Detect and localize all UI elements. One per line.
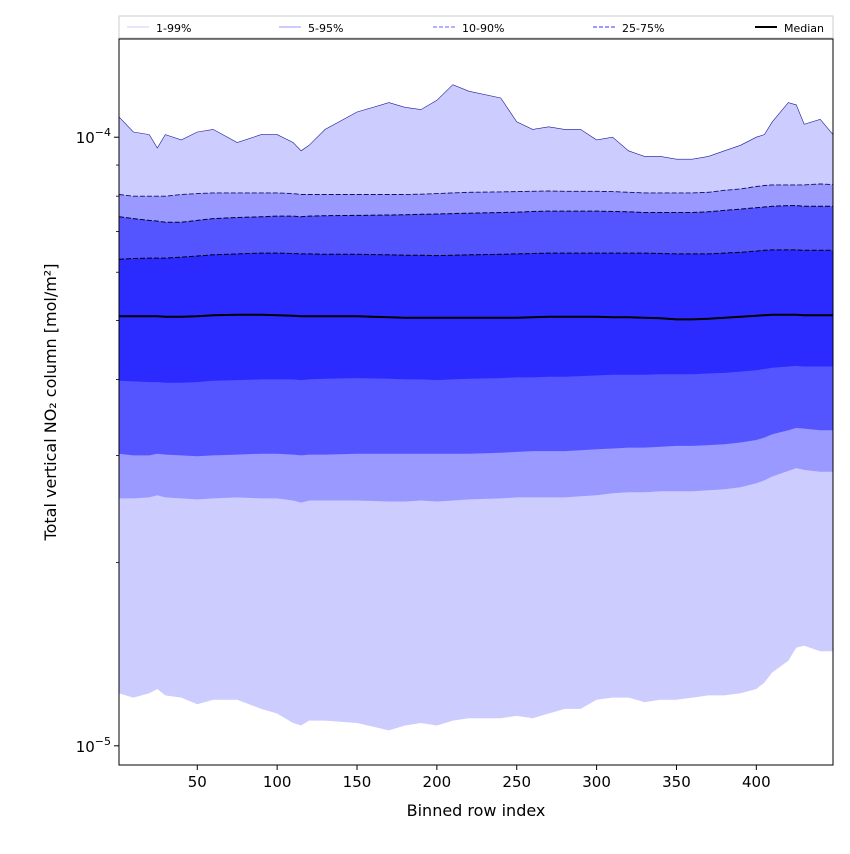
legend-label: 1-99% — [156, 22, 191, 35]
x-tick-label: 400 — [742, 773, 771, 791]
x-tick-label: 200 — [423, 773, 452, 791]
y-tick-label: 10−4 — [76, 126, 111, 147]
median-line-group — [119, 313, 833, 321]
legend-box — [118, 15, 834, 39]
band-edge-lines — [118, 84, 834, 260]
legend: 1-99% 5-95% 10-90% 25-75% Median — [118, 15, 834, 39]
x-tick-label: 250 — [502, 773, 531, 791]
x-tick-label: 300 — [582, 773, 611, 791]
legend-label: Median — [784, 22, 824, 35]
x-axis-label: Binned row index — [407, 801, 546, 820]
x-tick-label: 150 — [343, 773, 372, 791]
band-25-75 — [119, 249, 833, 383]
x-axis-ticks: 50 100 150 200 250 300 350 400 — [188, 765, 771, 791]
band-upper-edge-10-90 — [118, 205, 833, 223]
y-axis-label: Total vertical NO₂ column [mol/m²] — [41, 264, 60, 542]
legend-label: 25-75% — [622, 22, 664, 35]
x-tick-label: 100 — [263, 773, 292, 791]
y-tick-label: 10−5 — [76, 735, 111, 756]
x-tick-label: 50 — [188, 773, 207, 791]
y-axis-ticks: 10−5 10−4 — [76, 126, 119, 756]
x-tick-label: 350 — [662, 773, 691, 791]
legend-label: 10-90% — [462, 22, 504, 35]
band-upper-edge-1-99 — [118, 84, 834, 160]
plot-frame — [118, 38, 834, 766]
percentile-bands — [119, 84, 833, 731]
band-upper-edge-5-95 — [118, 183, 834, 197]
median-line — [119, 313, 833, 321]
band-upper-edge-25-75 — [118, 249, 833, 260]
legend-label: 5-95% — [308, 22, 343, 35]
